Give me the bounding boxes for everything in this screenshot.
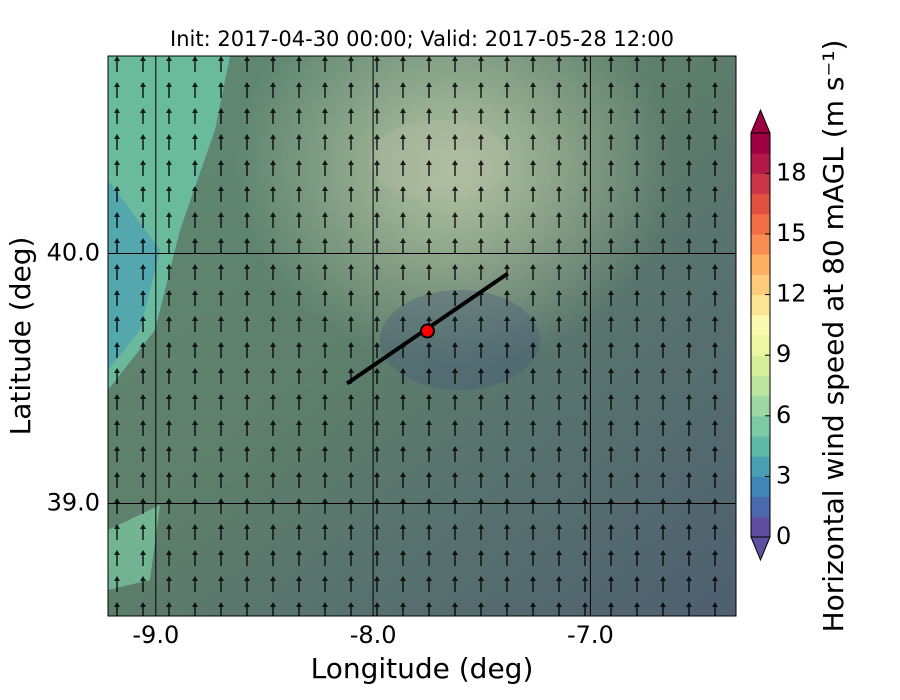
colorbar-band	[751, 355, 770, 376]
colorbar-band	[751, 456, 770, 477]
colorbar-band	[751, 476, 770, 498]
colorbar-band	[751, 415, 770, 437]
colorbar-tick-label: 9	[776, 340, 791, 368]
colorbar-band	[751, 314, 770, 336]
colorbar-extend-max	[750, 108, 771, 134]
colorbar-band	[751, 153, 770, 174]
colorbar-band	[751, 294, 770, 316]
colorbar-band	[751, 234, 770, 255]
colorbar-band	[751, 133, 770, 154]
colorbar-tick-label: 0	[776, 522, 791, 550]
x-tick-label: -9.0	[132, 621, 179, 649]
colorbar-tick-label: 12	[776, 280, 807, 308]
colorbar-tick-label: 6	[776, 401, 791, 429]
colorbar-frame	[750, 132, 771, 538]
y-tick-label: 40.0	[47, 239, 100, 267]
colorbar-band	[751, 213, 770, 235]
colorbar-band	[751, 496, 770, 518]
colorbar-extend-min	[750, 536, 771, 562]
site-marker	[419, 323, 435, 339]
colorbar-tick-label: 15	[776, 219, 807, 247]
colorbar-band	[751, 436, 770, 457]
colorbar-band	[751, 375, 770, 397]
plot-frame	[107, 55, 737, 617]
colorbar-band	[751, 254, 770, 275]
colorbar-band	[751, 335, 770, 356]
colorbar-tick-label: 3	[776, 461, 791, 489]
x-tick-label: -7.0	[567, 621, 614, 649]
colorbar-band	[751, 274, 770, 296]
colorbar-tick-label: 18	[776, 158, 807, 186]
x-axis-label: Longitude (deg)	[311, 652, 534, 685]
colorbar-band	[751, 516, 770, 538]
colorbar-band	[751, 395, 770, 417]
y-tick-label: 39.0	[47, 489, 100, 517]
colorbar-band	[751, 173, 770, 195]
chart-title: Init: 2017-04-30 00:00; Valid: 2017-05-2…	[170, 27, 674, 51]
x-tick-label: -8.0	[350, 621, 397, 649]
y-axis-label: Latitude (deg)	[4, 237, 37, 436]
colorbar-band	[751, 193, 770, 215]
colorbar-label: Horizontal wind speed at 80 mAGL (m s⁻¹)	[817, 40, 850, 633]
